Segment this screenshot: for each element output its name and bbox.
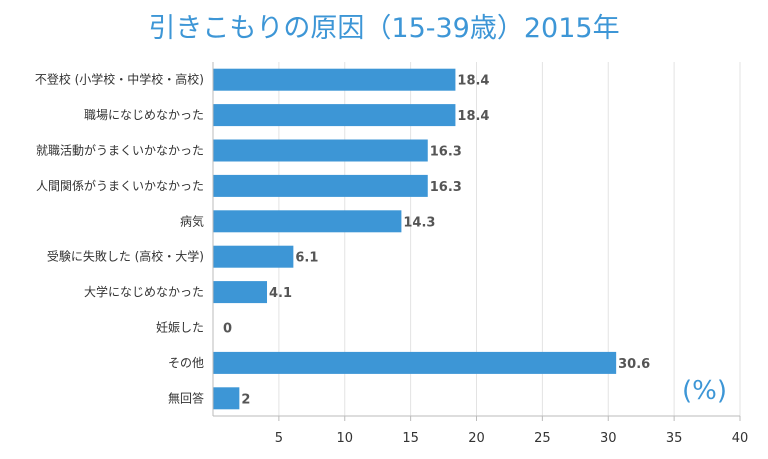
unit-label: (%) [682,376,727,406]
x-tick-label: 15 [402,431,419,446]
bar [213,104,456,127]
x-tick-label: 20 [468,431,485,446]
value-label: 16.3 [430,180,462,195]
bar [213,68,456,91]
category-labels: 不登校 (小学校・中学校・高校) 職場になじめなかった就職活動がうまくいかなかった… [35,72,204,406]
value-label: 18.4 [457,74,489,89]
chart-title: 引きこもりの原因（15-39歳）2015年 [148,13,620,44]
x-tick-labels: 5 10 15 20 25 30 35 40 [275,416,749,446]
category-label: 不登校 (小学校・中学校・高校) [35,72,204,87]
value-label: 18.4 [457,109,489,124]
x-tick-label: 5 [275,431,283,446]
value-label: 14.3 [403,215,435,230]
value-label: 16.3 [430,145,462,160]
bar [213,174,428,197]
category-label: 人間関係がうまくいかなかった [36,178,204,193]
x-tick-label: 35 [666,431,683,446]
category-label: 受験に失敗した (高校・大学) [47,249,204,264]
category-label: 職場になじめなかった [84,108,204,122]
category-label: 大学になじめなかった [84,284,204,299]
value-label: 4.1 [269,286,292,301]
category-label: 病気 [180,213,204,228]
bars [213,68,617,410]
bar [213,139,428,162]
bar [213,281,268,304]
bar [213,351,617,374]
x-tick-label: 25 [534,431,551,446]
bar [213,245,294,268]
category-label: その他 [168,356,204,370]
x-tick-label: 30 [600,431,617,446]
value-labels: 18.4 18.4 16.3 16.3 14.3 6.1 4.1 0 30.6 2 [223,74,650,408]
bar [213,210,402,233]
x-tick-label: 10 [336,431,353,446]
category-label: 無回答 [168,390,204,405]
value-label: 0 [223,322,232,337]
value-label: 30.6 [618,357,650,372]
category-label: 就職活動がうまくいかなかった [36,143,204,158]
x-tick-label: 40 [732,431,749,446]
value-label: 6.1 [295,251,318,266]
value-label: 2 [241,392,250,407]
bar [213,387,240,410]
category-label: 妊娠した [156,321,204,335]
